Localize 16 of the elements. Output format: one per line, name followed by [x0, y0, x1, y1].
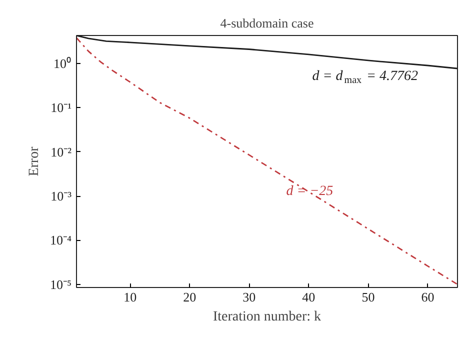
x-tick-label: 30	[242, 290, 256, 304]
y-axis-title: Error	[26, 146, 42, 176]
x-axis-title: Iteration number: k	[212, 310, 322, 324]
y-tick-label: 10⁻³	[50, 188, 72, 204]
line-series	[76, 37, 458, 286]
y-tick-label: 10⁻⁵	[50, 276, 72, 292]
x-tick-label: 60	[421, 290, 434, 304]
chart-title: 4-subdomain case	[220, 16, 314, 30]
x-tick-label: 40	[302, 290, 316, 304]
x-tick-label: 10	[124, 290, 137, 304]
y-tick-label: 10⁻⁴	[50, 232, 72, 248]
x-tick-label: 20	[183, 290, 196, 304]
x-tick-label: 50	[362, 290, 375, 304]
y-tick-label: 10⁰	[54, 56, 72, 71]
y-tick-label: 10⁻²	[50, 144, 72, 160]
y-tick-label: 10⁻¹	[50, 100, 72, 116]
